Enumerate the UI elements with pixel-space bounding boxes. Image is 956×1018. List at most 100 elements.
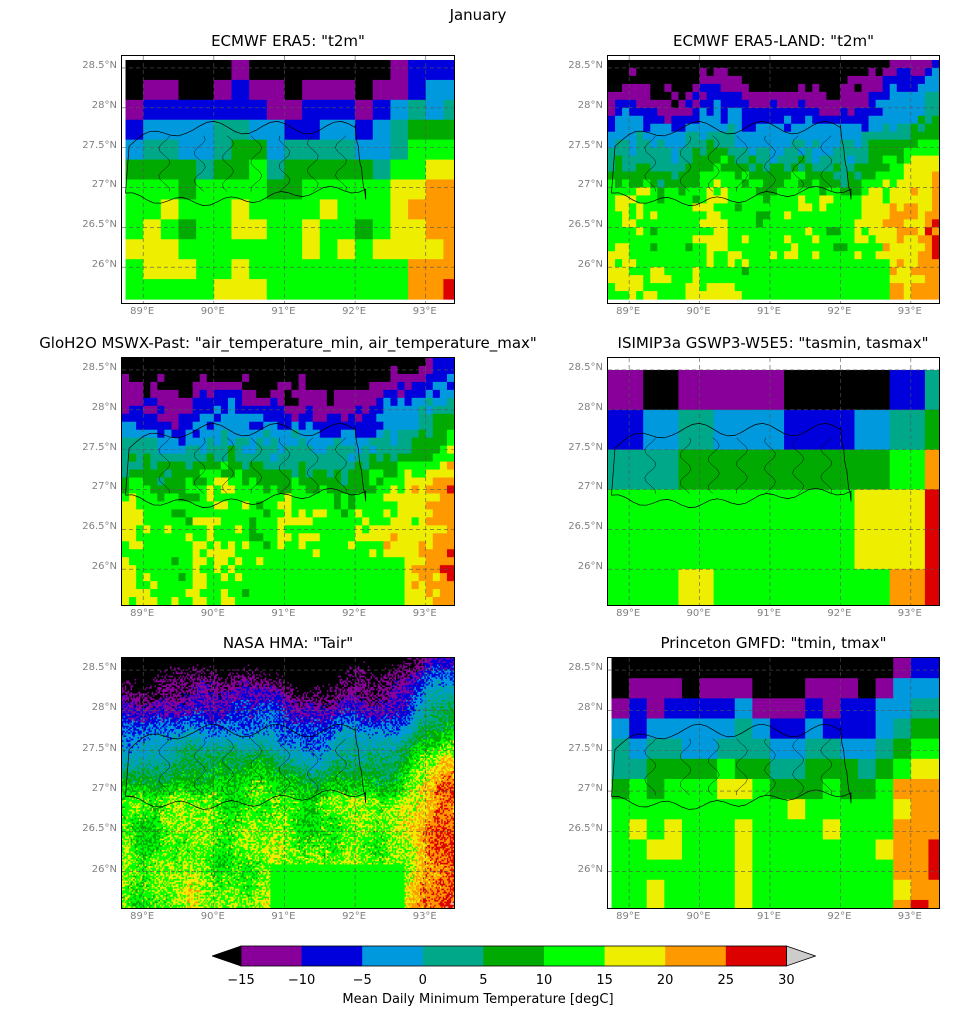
heatmap-cell bbox=[284, 712, 287, 716]
heatmap-cell bbox=[179, 714, 182, 717]
heatmap-cell bbox=[225, 683, 228, 687]
heatmap-cell bbox=[167, 716, 170, 719]
heatmap-cell bbox=[448, 687, 454, 690]
heatmap-cell bbox=[227, 477, 243, 487]
heatmap-cell bbox=[372, 699, 376, 703]
heatmap-cell bbox=[242, 693, 250, 696]
heatmap-cell bbox=[407, 704, 410, 707]
heatmap-cell bbox=[451, 691, 454, 695]
heatmap-cell bbox=[365, 711, 372, 714]
heatmap-cell bbox=[394, 670, 397, 674]
heatmap-cell bbox=[123, 683, 130, 687]
heatmap-cell bbox=[284, 445, 314, 455]
heatmap-cell bbox=[259, 704, 262, 707]
heatmap-cell bbox=[280, 716, 283, 719]
heatmap-cell bbox=[263, 714, 266, 717]
heatmap-cell bbox=[260, 712, 264, 716]
heatmap-cell bbox=[432, 389, 441, 399]
heatmap-cell bbox=[220, 469, 236, 479]
heatmap-cell bbox=[410, 690, 413, 693]
heatmap-cell bbox=[374, 708, 377, 711]
heatmap-cell bbox=[147, 695, 150, 698]
heatmap-cell bbox=[244, 703, 247, 706]
heatmap-cell bbox=[812, 83, 820, 93]
heatmap-cell bbox=[316, 688, 319, 691]
heatmap-cell bbox=[162, 699, 165, 703]
heatmap-cell bbox=[435, 687, 438, 690]
heatmap-cell bbox=[318, 687, 321, 690]
heatmap-cell bbox=[427, 658, 430, 661]
heatmap-cell bbox=[429, 664, 432, 667]
heatmap-cell bbox=[259, 698, 263, 701]
heatmap-cell bbox=[369, 687, 372, 690]
heatmap-cell bbox=[235, 683, 238, 687]
heatmap-cell bbox=[277, 674, 280, 677]
heatmap-cell bbox=[191, 693, 194, 696]
heatmap-cell bbox=[917, 83, 939, 93]
heatmap-cell bbox=[314, 708, 321, 711]
heatmap-cell bbox=[230, 682, 238, 685]
heatmap-cell bbox=[260, 680, 264, 683]
heatmap-cell bbox=[284, 699, 287, 703]
heatmap-cell bbox=[445, 674, 448, 677]
heatmap-cell bbox=[260, 703, 263, 706]
heatmap-cell bbox=[924, 275, 939, 284]
heatmap-cell bbox=[359, 674, 362, 677]
heatmap-cell bbox=[227, 706, 230, 709]
heatmap-cell bbox=[188, 712, 191, 716]
heatmap-cell bbox=[270, 674, 278, 677]
heatmap-cell bbox=[432, 533, 454, 542]
heatmap-cell bbox=[271, 704, 274, 707]
heatmap-cell bbox=[208, 712, 211, 716]
heatmap-cell bbox=[727, 243, 792, 252]
heatmap-cell bbox=[425, 701, 430, 704]
heatmap-cell bbox=[168, 709, 171, 712]
heatmap-cell bbox=[335, 699, 338, 703]
heatmap-cell bbox=[290, 691, 293, 695]
heatmap-cell bbox=[342, 698, 345, 701]
heatmap-cell bbox=[362, 691, 365, 695]
heatmap-cell bbox=[445, 706, 448, 709]
heatmap-cell bbox=[281, 695, 284, 698]
heatmap-cell bbox=[417, 691, 423, 695]
heatmap-cell bbox=[397, 711, 400, 714]
heatmap-cell bbox=[875, 67, 884, 77]
heatmap-cell bbox=[157, 712, 161, 716]
heatmap-cell bbox=[280, 711, 284, 714]
heatmap-cell bbox=[278, 682, 283, 685]
heatmap-cell bbox=[393, 712, 396, 716]
heatmap-cell bbox=[235, 706, 238, 709]
heatmap-cell bbox=[253, 672, 264, 675]
heatmap-cell bbox=[345, 672, 348, 675]
heatmap-cell bbox=[130, 682, 136, 685]
heatmap-cell bbox=[417, 714, 420, 717]
heatmap-cell bbox=[370, 701, 373, 704]
heatmap-cell bbox=[161, 712, 165, 716]
heatmap-cell bbox=[446, 672, 449, 675]
heatmap-cell bbox=[165, 670, 177, 674]
heatmap-cell bbox=[425, 469, 454, 479]
heatmap-cell bbox=[372, 239, 445, 260]
heatmap-cell bbox=[353, 675, 356, 678]
heatmap-cell bbox=[321, 711, 325, 714]
heatmap-cell bbox=[122, 405, 130, 415]
heatmap-cell bbox=[298, 714, 303, 717]
heatmap-cell bbox=[387, 674, 394, 677]
heatmap-cell bbox=[196, 685, 199, 688]
heatmap-cell bbox=[122, 664, 198, 667]
heatmap-cell bbox=[435, 698, 441, 701]
heatmap-cell bbox=[629, 139, 637, 149]
heatmap-cell bbox=[211, 693, 214, 696]
heatmap-cell bbox=[372, 677, 376, 680]
heatmap-cell bbox=[186, 691, 189, 695]
heatmap-cell bbox=[769, 163, 785, 173]
heatmap-cell bbox=[277, 437, 300, 447]
heatmap-cell bbox=[413, 690, 416, 693]
heatmap-cell bbox=[331, 688, 336, 691]
heatmap-cell bbox=[357, 704, 360, 707]
heatmap-cell bbox=[404, 698, 407, 701]
heatmap-cell bbox=[417, 708, 420, 711]
heatmap-cell bbox=[336, 704, 341, 707]
heatmap-cell bbox=[319, 687, 331, 690]
heatmap-cell bbox=[376, 445, 413, 455]
